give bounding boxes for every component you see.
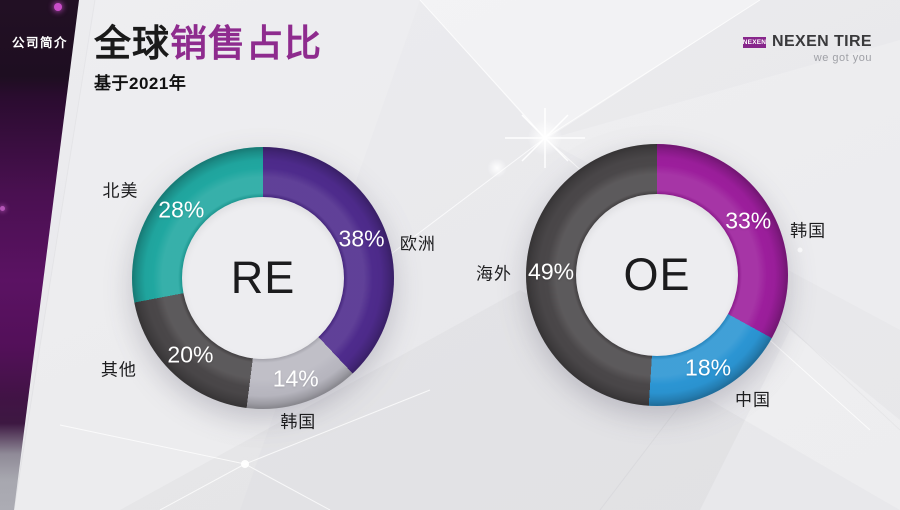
slice-value-label: 14%: [272, 365, 319, 392]
decor-dot-magenta-small: [0, 206, 5, 211]
chart-center-label: OE: [623, 249, 691, 300]
page-subtitle: 基于2021年: [94, 73, 187, 93]
sidebar-section-label: 公司简介: [12, 36, 69, 50]
slice-category-label: 其他: [100, 360, 137, 380]
donut-chart-oe: OE 33% 韩国 18% 中国 49% 海外: [476, 144, 825, 409]
slice-value-label: 49%: [528, 258, 575, 285]
slice-value-label: 38%: [338, 225, 385, 252]
nexen-logo-icon: NEXEN: [742, 36, 767, 48]
brand-logo: NEXEN NEXEN TIRE we got you: [743, 33, 872, 64]
slice-value-label: 28%: [158, 196, 205, 223]
slice-category-label: 海外: [476, 264, 513, 284]
slice-category-label: 韩国: [790, 221, 827, 241]
decor-dot-magenta: [54, 3, 62, 11]
slice-value-label: 33%: [725, 207, 772, 234]
donut-hole: OE: [576, 194, 738, 356]
page-title-purple: 销售占比: [170, 23, 322, 64]
sparkle-glow-small: [487, 158, 507, 178]
donut-chart-re: RE 38% 欧洲 14% 韩国 20% 其他 28% 北美: [101, 147, 435, 431]
donut-hole: RE: [182, 197, 344, 359]
slice-category-label: 韩国: [280, 412, 317, 432]
chart-center-label: RE: [230, 252, 296, 303]
page-title: 全球销售占比: [94, 23, 322, 65]
header: 全球销售占比 基于2021年: [94, 23, 322, 94]
brand-name: NEXEN TIRE: [771, 33, 872, 50]
slice-value-label: 18%: [685, 354, 732, 381]
slice-value-label: 20%: [167, 341, 214, 368]
page-title-black: 全球: [94, 23, 170, 64]
sparkle-glow: [527, 120, 563, 156]
brand-tagline: we got you: [813, 52, 872, 64]
slice-category-label: 中国: [735, 390, 772, 410]
slice-category-label: 北美: [102, 181, 139, 201]
slice-category-label: 欧洲: [399, 234, 436, 254]
